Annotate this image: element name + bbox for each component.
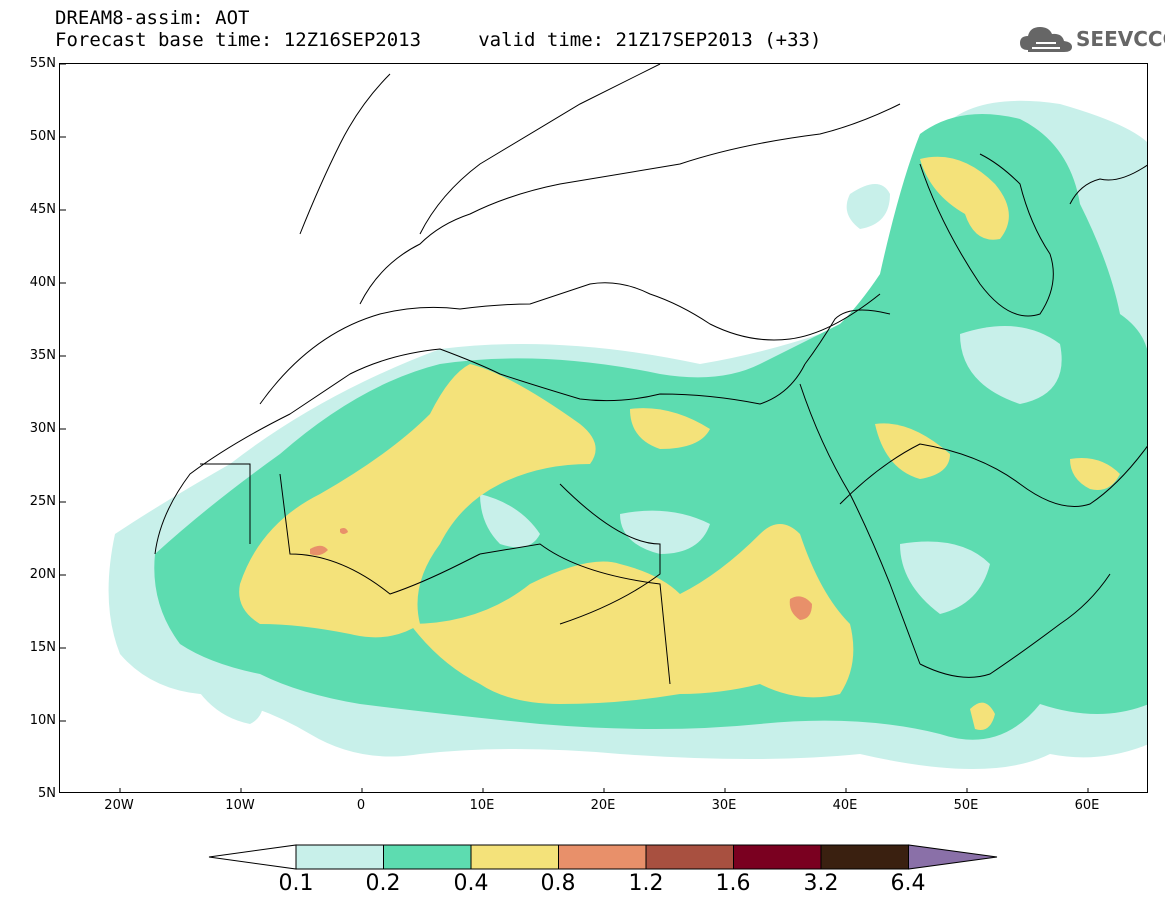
colorbar-max-arrow bbox=[908, 844, 998, 870]
colorbar-segment bbox=[820, 844, 909, 870]
lat-label: 20N bbox=[29, 567, 56, 582]
lon-label: 20E bbox=[590, 798, 616, 813]
colorbar-label: 0.4 bbox=[453, 871, 489, 896]
colorbar-label: 6.4 bbox=[890, 871, 926, 896]
colorbar bbox=[208, 842, 998, 872]
colorbar-svg bbox=[208, 844, 998, 870]
lat-label: 55N bbox=[29, 56, 56, 71]
coastlines bbox=[154, 64, 1147, 685]
colorbar-label: 0.2 bbox=[365, 871, 401, 896]
lon-label: 10E bbox=[469, 798, 495, 813]
lon-label: 60E bbox=[1074, 798, 1100, 813]
lon-label: 40E bbox=[832, 798, 858, 813]
colorbar-label: 0.8 bbox=[540, 871, 576, 896]
logo-text: SEEVCCC bbox=[1076, 27, 1165, 51]
chart-title-line1: DREAM8-assim: AOT bbox=[55, 7, 250, 29]
lat-label: 10N bbox=[29, 713, 56, 728]
lat-label: 25N bbox=[29, 494, 56, 509]
lat-label: 35N bbox=[29, 348, 56, 363]
aot-contour-0.8 bbox=[310, 528, 812, 620]
colorbar-segment bbox=[733, 844, 822, 870]
colorbar-min-arrow bbox=[208, 844, 297, 870]
colorbar-label: 1.6 bbox=[715, 871, 751, 896]
colorbar-label: 1.2 bbox=[628, 871, 664, 896]
map-panel bbox=[59, 63, 1148, 793]
colorbar-segment bbox=[383, 844, 472, 870]
lat-label: 40N bbox=[29, 275, 56, 290]
lat-label: 15N bbox=[29, 640, 56, 655]
colorbar-label: 3.2 bbox=[803, 871, 839, 896]
lon-label: 50E bbox=[953, 798, 979, 813]
lat-label: 50N bbox=[29, 129, 56, 144]
aot-contour-0.4 bbox=[239, 156, 1120, 730]
colorbar-segment bbox=[558, 844, 647, 870]
colorbar-segment bbox=[295, 844, 384, 870]
colorbar-label: 0.1 bbox=[278, 871, 314, 896]
lon-label: 30E bbox=[711, 798, 737, 813]
lat-label: 5N bbox=[38, 786, 56, 801]
lat-label: 30N bbox=[29, 421, 56, 436]
axis-ticks bbox=[60, 64, 1089, 792]
lat-label: 45N bbox=[29, 202, 56, 217]
lon-label: 0 bbox=[356, 798, 366, 813]
aot-map bbox=[60, 64, 1147, 792]
seevccc-logo: SEEVCCC bbox=[1018, 22, 1165, 56]
chart-title-line2: Forecast base time: 12Z16SEP2013 valid t… bbox=[55, 29, 822, 51]
cloud-icon bbox=[1020, 27, 1072, 52]
lon-label: 10W bbox=[225, 798, 255, 813]
lon-label: 20W bbox=[104, 798, 134, 813]
colorbar-segment bbox=[645, 844, 734, 870]
colorbar-segment bbox=[470, 844, 559, 870]
